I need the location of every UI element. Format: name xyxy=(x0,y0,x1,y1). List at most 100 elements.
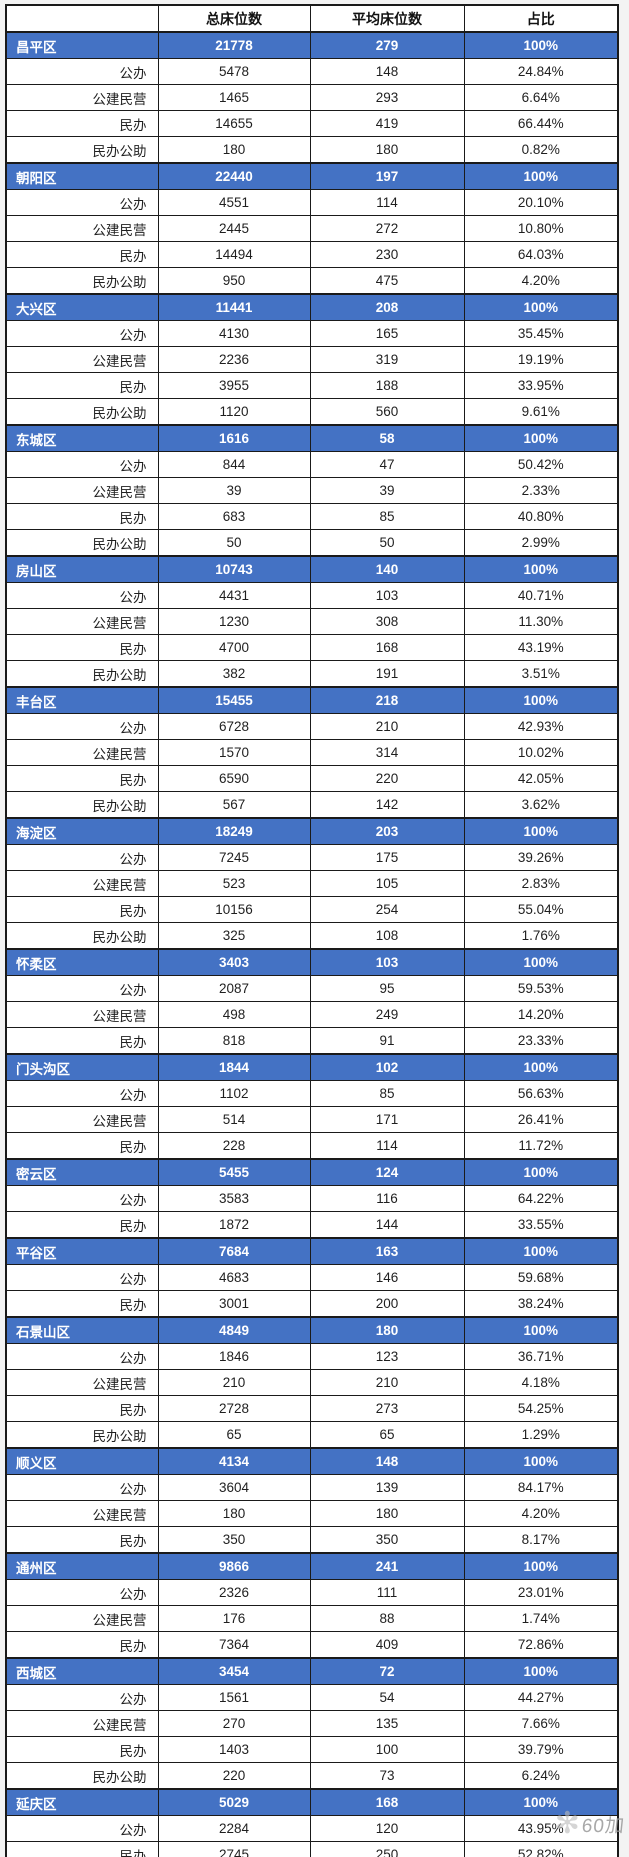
category-total-beds-cell: 2745 xyxy=(157,1841,311,1857)
category-average-beds-cell: 111 xyxy=(309,1579,465,1606)
category-share-cell: 72.86% xyxy=(463,1631,619,1659)
district-total-beds-cell: 3403 xyxy=(157,948,311,976)
category-name-cell: 民办 xyxy=(5,634,159,661)
category-total-beds-cell: 3604 xyxy=(157,1474,311,1501)
district-name-cell: 东城区 xyxy=(5,424,159,452)
category-average-beds-cell: 114 xyxy=(309,1132,465,1160)
district-share-cell: 100% xyxy=(463,1657,619,1685)
category-share-cell: 44.27% xyxy=(463,1684,619,1711)
category-share-cell: 19.19% xyxy=(463,346,619,373)
category-average-beds-cell: 319 xyxy=(309,346,465,373)
category-average-beds-cell: 105 xyxy=(309,870,465,897)
header-share: 占比 xyxy=(463,4,619,33)
category-total-beds-cell: 1403 xyxy=(157,1736,311,1763)
category-share-cell: 14.20% xyxy=(463,1001,619,1028)
district-name-cell: 顺义区 xyxy=(5,1447,159,1475)
district-total-beds-cell: 18249 xyxy=(157,817,311,845)
category-share-cell: 1.29% xyxy=(463,1421,619,1449)
district-total-beds-cell: 5029 xyxy=(157,1788,311,1816)
category-average-beds-cell: 135 xyxy=(309,1710,465,1737)
district-total-beds-cell: 15455 xyxy=(157,686,311,714)
category-name-cell: 民办 xyxy=(5,372,159,399)
district-row: 朝阳区 22440 197 100% xyxy=(5,162,619,190)
district-total-beds-cell: 3454 xyxy=(157,1657,311,1685)
category-name-cell: 民办 xyxy=(5,1290,159,1318)
district-total-beds-cell: 21778 xyxy=(157,31,311,59)
category-share-cell: 52.82% xyxy=(463,1841,619,1857)
category-share-cell: 50.42% xyxy=(463,451,619,478)
category-total-beds-cell: 2284 xyxy=(157,1815,311,1842)
category-name-cell: 民办公助 xyxy=(5,136,159,164)
category-name-cell: 民办 xyxy=(5,1631,159,1659)
category-row: 民办公助 65 65 1.29% xyxy=(5,1421,619,1449)
category-total-beds-cell: 220 xyxy=(157,1762,311,1790)
category-average-beds-cell: 120 xyxy=(309,1815,465,1842)
district-total-beds-cell: 10743 xyxy=(157,555,311,583)
category-total-beds-cell: 2236 xyxy=(157,346,311,373)
category-row: 民办 350 350 8.17% xyxy=(5,1526,619,1554)
category-name-cell: 公建民营 xyxy=(5,477,159,504)
category-name-cell: 民办公助 xyxy=(5,1421,159,1449)
district-total-beds-cell: 22440 xyxy=(157,162,311,190)
category-name-cell: 公建民营 xyxy=(5,1369,159,1396)
category-share-cell: 4.20% xyxy=(463,1500,619,1527)
category-name-cell: 公建民营 xyxy=(5,608,159,635)
category-name-cell: 公办 xyxy=(5,451,159,478)
category-row: 公办 7245 175 39.26% xyxy=(5,844,619,871)
district-share-cell: 100% xyxy=(463,1552,619,1580)
category-average-beds-cell: 100 xyxy=(309,1736,465,1763)
district-share-cell: 100% xyxy=(463,1158,619,1186)
category-total-beds-cell: 4551 xyxy=(157,189,311,216)
category-total-beds-cell: 2087 xyxy=(157,975,311,1002)
category-share-cell: 56.63% xyxy=(463,1080,619,1107)
category-share-cell: 42.05% xyxy=(463,765,619,792)
category-share-cell: 35.45% xyxy=(463,320,619,347)
district-row: 东城区 1616 58 100% xyxy=(5,424,619,452)
category-row: 公建民营 498 249 14.20% xyxy=(5,1001,619,1028)
category-row: 公办 844 47 50.42% xyxy=(5,451,619,478)
district-share-cell: 100% xyxy=(463,1316,619,1344)
category-row: 民办 14655 419 66.44% xyxy=(5,110,619,137)
category-average-beds-cell: 47 xyxy=(309,451,465,478)
category-name-cell: 民办 xyxy=(5,1395,159,1422)
category-name-cell: 公建民营 xyxy=(5,346,159,373)
district-row: 海淀区 18249 203 100% xyxy=(5,817,619,845)
category-total-beds-cell: 65 xyxy=(157,1421,311,1449)
category-average-beds-cell: 54 xyxy=(309,1684,465,1711)
category-total-beds-cell: 498 xyxy=(157,1001,311,1028)
category-average-beds-cell: 123 xyxy=(309,1343,465,1370)
category-average-beds-cell: 146 xyxy=(309,1264,465,1291)
category-average-beds-cell: 165 xyxy=(309,320,465,347)
category-total-beds-cell: 10156 xyxy=(157,896,311,923)
category-average-beds-cell: 142 xyxy=(309,791,465,819)
category-share-cell: 64.22% xyxy=(463,1185,619,1212)
district-total-beds-cell: 4849 xyxy=(157,1316,311,1344)
category-total-beds-cell: 1102 xyxy=(157,1080,311,1107)
category-average-beds-cell: 293 xyxy=(309,84,465,111)
category-row: 公建民营 39 39 2.33% xyxy=(5,477,619,504)
category-name-cell: 公办 xyxy=(5,320,159,347)
category-share-cell: 39.79% xyxy=(463,1736,619,1763)
district-name-cell: 延庆区 xyxy=(5,1788,159,1816)
category-row: 民办 1872 144 33.55% xyxy=(5,1211,619,1239)
district-name-cell: 房山区 xyxy=(5,555,159,583)
category-row: 民办公助 220 73 6.24% xyxy=(5,1762,619,1790)
district-total-beds-cell: 7684 xyxy=(157,1237,311,1265)
category-average-beds-cell: 175 xyxy=(309,844,465,871)
category-total-beds-cell: 1561 xyxy=(157,1684,311,1711)
category-total-beds-cell: 2326 xyxy=(157,1579,311,1606)
category-total-beds-cell: 1465 xyxy=(157,84,311,111)
district-average-beds-cell: 168 xyxy=(309,1788,465,1816)
category-share-cell: 43.95% xyxy=(463,1815,619,1842)
category-name-cell: 公办 xyxy=(5,189,159,216)
category-row: 公建民营 210 210 4.18% xyxy=(5,1369,619,1396)
category-row: 民办 14494 230 64.03% xyxy=(5,241,619,268)
district-name-cell: 大兴区 xyxy=(5,293,159,321)
category-row: 民办 683 85 40.80% xyxy=(5,503,619,530)
district-average-beds-cell: 180 xyxy=(309,1316,465,1344)
category-average-beds-cell: 314 xyxy=(309,739,465,766)
category-total-beds-cell: 1230 xyxy=(157,608,311,635)
district-row: 西城区 3454 72 100% xyxy=(5,1657,619,1685)
district-row: 丰台区 15455 218 100% xyxy=(5,686,619,714)
